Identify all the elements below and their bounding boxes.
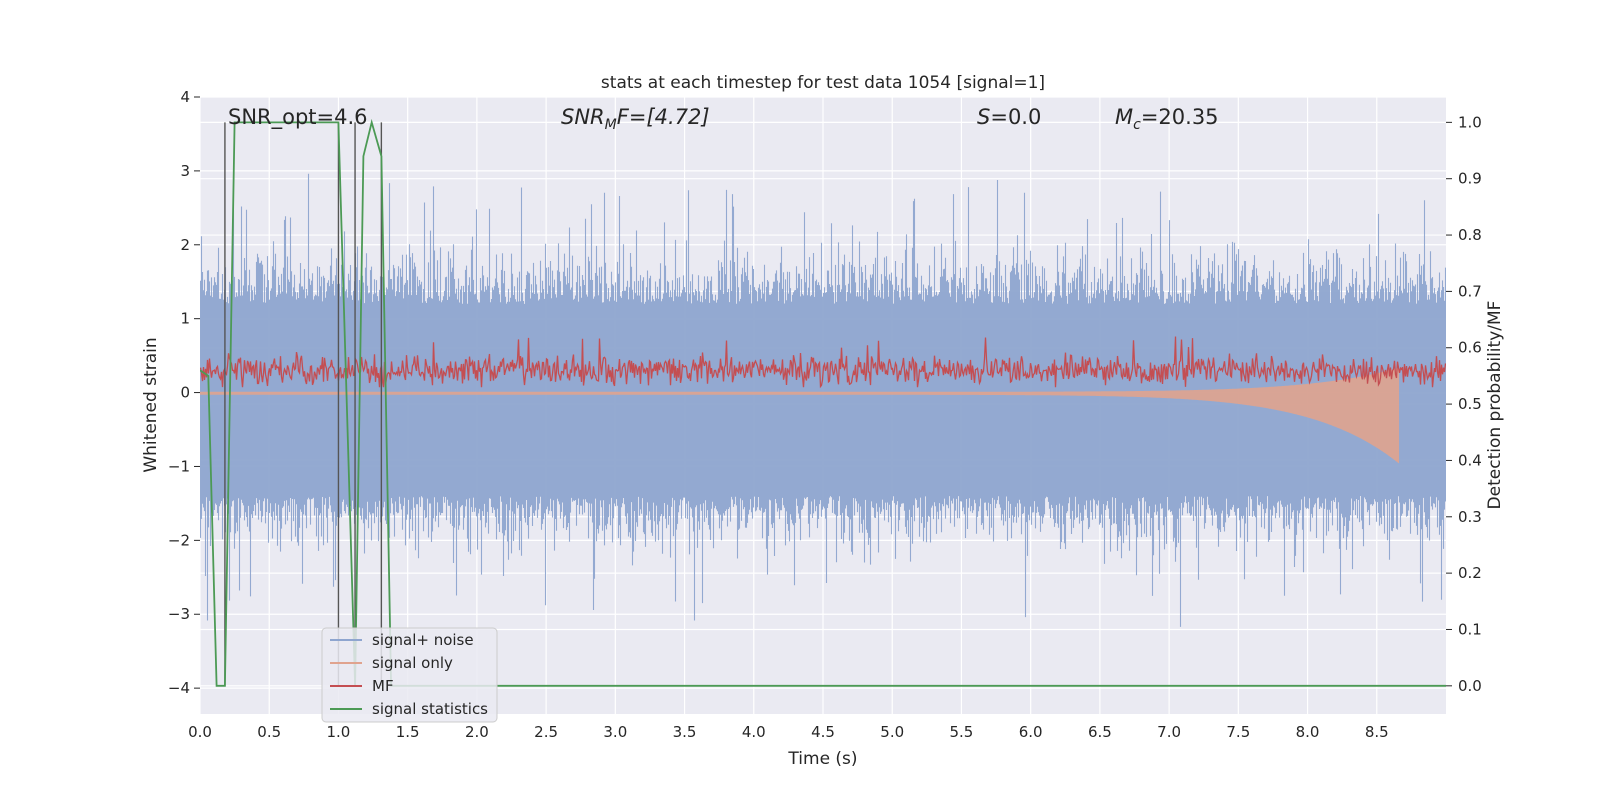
y-right-tick-label: 0.9 bbox=[1458, 170, 1482, 188]
annotation-mc-tail: =20.35 bbox=[1141, 105, 1219, 129]
y-right-tick-label: 0.5 bbox=[1458, 395, 1482, 413]
y-axis-right: 1.0 0.9 0.8 0.7 0.6 0.5 0.4 0.3 0.2 0.1 0.0 bbox=[1446, 113, 1482, 695]
x-axis: 0.0 0.5 1.0 1.5 2.0 2.5 3.0 3.5 4.0 4.5 5.0 5.5 6.0 6… bbox=[188, 723, 1389, 741]
y-tick-label: −2 bbox=[168, 531, 190, 549]
x-tick-label: 1.0 bbox=[327, 723, 351, 741]
y-axis-right-label: Detection probability/MF bbox=[1485, 301, 1505, 510]
x-tick-label: 3.5 bbox=[673, 723, 697, 741]
y-right-tick-label: 0.4 bbox=[1458, 451, 1482, 469]
y-right-tick-label: 0.6 bbox=[1458, 339, 1482, 357]
annotation-snr-mf: SNRMF=[4.72] bbox=[561, 105, 710, 133]
legend-label: signal only bbox=[372, 654, 453, 672]
y-tick-label: 3 bbox=[180, 162, 190, 180]
series-mf bbox=[200, 336, 1446, 389]
x-tick-label: 7.5 bbox=[1226, 723, 1250, 741]
y-right-tick-label: 0.1 bbox=[1458, 620, 1482, 638]
y-right-tick-label: 1.0 bbox=[1458, 113, 1482, 131]
annotation-s-main: S bbox=[977, 105, 990, 129]
y-right-tick-label: 0.2 bbox=[1458, 564, 1482, 582]
annotation-snr-mf-main: SNR bbox=[561, 105, 605, 129]
x-axis-label: Time (s) bbox=[787, 749, 857, 769]
x-tick-label: 4.0 bbox=[742, 723, 766, 741]
annotation-mc-main: M bbox=[1115, 105, 1133, 129]
y-right-tick-label: 0.3 bbox=[1458, 508, 1482, 526]
legend-label: signal statistics bbox=[372, 700, 488, 718]
y-tick-label: −1 bbox=[168, 457, 190, 475]
x-tick-label: 0.0 bbox=[188, 723, 212, 741]
series-signal-only bbox=[200, 367, 1400, 464]
series-layer bbox=[200, 118, 1446, 687]
x-tick-label: 2.5 bbox=[534, 723, 558, 741]
x-tick-label: 5.5 bbox=[950, 723, 974, 741]
y-axis-left: 4 3 2 1 0 −1 −2 −3 −4 bbox=[168, 88, 200, 697]
annotation-s: S=0.0 bbox=[977, 105, 1041, 129]
y-tick-label: 2 bbox=[180, 236, 190, 254]
annotation-mc-sub: c bbox=[1133, 117, 1141, 133]
y-right-tick-label: 0.7 bbox=[1458, 282, 1482, 300]
series-signal-statistics bbox=[200, 118, 1446, 687]
y-tick-label: −4 bbox=[168, 679, 190, 697]
y-tick-label: −3 bbox=[168, 605, 190, 623]
x-tick-label: 7.0 bbox=[1157, 723, 1181, 741]
x-tick-label: 6.0 bbox=[1019, 723, 1043, 741]
x-tick-label: 0.5 bbox=[257, 723, 281, 741]
annotation-s-tail: =0.0 bbox=[990, 105, 1041, 129]
chart-title: stats at each timestep for test data 105… bbox=[601, 73, 1045, 93]
legend-frame bbox=[321, 627, 498, 723]
x-tick-label: 1.5 bbox=[396, 723, 420, 741]
annotation-snr-mf-tail: F=[4.72] bbox=[617, 105, 710, 129]
y-tick-label: 4 bbox=[180, 88, 190, 106]
y-axis-label: Whitened strain bbox=[141, 337, 161, 472]
annotation-snr-mf-sub: M bbox=[605, 117, 617, 133]
x-tick-label: 3.0 bbox=[603, 723, 627, 741]
legend-label: MF bbox=[372, 677, 394, 695]
x-tick-label: 8.0 bbox=[1296, 723, 1320, 741]
x-tick-label: 5.0 bbox=[880, 723, 904, 741]
y-tick-label: 0 bbox=[180, 384, 190, 402]
x-tick-label: 8.5 bbox=[1365, 723, 1389, 741]
x-tick-label: 4.5 bbox=[811, 723, 835, 741]
legend-label: signal+ noise bbox=[372, 631, 474, 649]
y-right-tick-label: 0.8 bbox=[1458, 226, 1482, 244]
y-tick-label: 1 bbox=[180, 310, 190, 328]
x-tick-label: 6.5 bbox=[1088, 723, 1112, 741]
y-right-tick-label: 0.0 bbox=[1458, 677, 1482, 695]
annotation-mc: Mc=20.35 bbox=[1115, 105, 1219, 133]
annotation-snr-opt: SNR_opt=4.6 bbox=[228, 105, 368, 130]
legend: signal+ noise signal only MF signal statist… bbox=[321, 627, 498, 723]
x-tick-label: 2.0 bbox=[465, 723, 489, 741]
